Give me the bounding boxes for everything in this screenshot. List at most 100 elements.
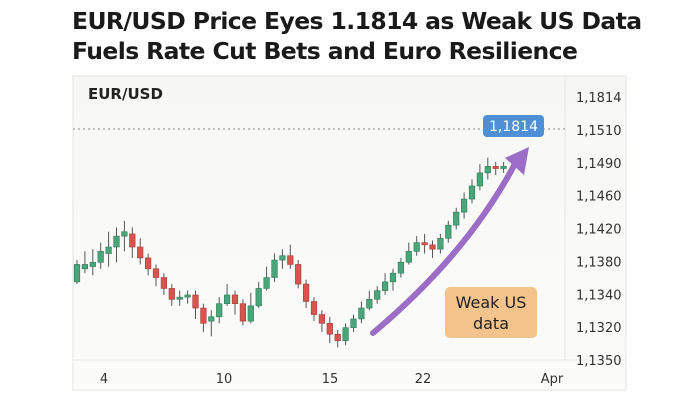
candle-body bbox=[302, 283, 310, 302]
candle bbox=[208, 310, 215, 337]
candle bbox=[247, 292, 254, 324]
candle-body bbox=[247, 305, 254, 322]
candle-body bbox=[129, 233, 136, 248]
candle bbox=[192, 290, 199, 319]
price-tag: 1,1814 bbox=[483, 115, 544, 137]
candle bbox=[97, 242, 104, 269]
candle bbox=[224, 284, 231, 306]
candle bbox=[302, 279, 310, 309]
candle-body bbox=[192, 294, 199, 309]
trend-arrow-shaft bbox=[370, 159, 519, 336]
candle-body bbox=[358, 307, 365, 320]
candle bbox=[460, 192, 468, 219]
candle bbox=[437, 233, 444, 254]
candle-body bbox=[224, 294, 231, 304]
candle-body bbox=[389, 272, 397, 283]
candle bbox=[121, 220, 128, 252]
candle-body bbox=[176, 296, 183, 300]
candle-body bbox=[397, 261, 405, 274]
x-tick-label: 22 bbox=[415, 372, 432, 387]
candle-body bbox=[105, 246, 112, 254]
candle-body bbox=[381, 281, 389, 291]
candle bbox=[239, 299, 247, 326]
candle bbox=[279, 249, 286, 269]
candle-body bbox=[200, 307, 207, 324]
candle-body bbox=[89, 261, 96, 267]
x-tick-label: 4 bbox=[100, 372, 108, 387]
candle bbox=[73, 260, 81, 285]
candle-body bbox=[73, 264, 81, 283]
candle-body bbox=[184, 294, 191, 298]
y-tick-label: 1,1510 bbox=[576, 124, 622, 139]
candle-body bbox=[255, 288, 262, 307]
candle-body bbox=[429, 244, 436, 250]
candle-body bbox=[216, 303, 223, 318]
candle-body bbox=[137, 246, 144, 259]
y-tick-label: 1,1814 bbox=[576, 91, 622, 106]
candle bbox=[492, 161, 499, 176]
candle bbox=[287, 244, 294, 269]
candle-body bbox=[374, 290, 381, 300]
candle bbox=[295, 260, 302, 289]
candle-body bbox=[326, 322, 333, 335]
candle-body bbox=[366, 299, 373, 309]
trend-arrow-head bbox=[505, 147, 529, 175]
candle bbox=[81, 251, 88, 274]
y-tick-label: 1,1420 bbox=[576, 223, 622, 238]
candle bbox=[334, 329, 341, 348]
candle bbox=[168, 284, 175, 306]
y-tick-label: 1,1320 bbox=[576, 321, 622, 336]
candle-body bbox=[476, 172, 484, 187]
candle bbox=[216, 297, 223, 324]
candle bbox=[152, 264, 160, 287]
candle bbox=[476, 164, 484, 191]
candle bbox=[326, 316, 333, 343]
annotation-line-2: data bbox=[473, 314, 509, 333]
candle bbox=[160, 273, 168, 295]
candle-body bbox=[484, 166, 491, 174]
candle-body bbox=[287, 255, 294, 265]
candle-body bbox=[168, 288, 175, 300]
y-tick-label: 1,1490 bbox=[576, 157, 622, 172]
candle-body bbox=[310, 301, 318, 315]
headline: EUR/USD Price Eyes 1.1814 as Weak US Dat… bbox=[72, 6, 682, 66]
candle-body bbox=[160, 277, 168, 289]
candle-body bbox=[413, 242, 420, 252]
headline-line-1: EUR/USD Price Eyes 1.1814 as Weak US Dat… bbox=[72, 7, 642, 35]
headline-line-2: Fuels Rate Cut Bets and Euro Resilience bbox=[72, 37, 578, 65]
candle bbox=[500, 161, 507, 173]
candle-body bbox=[492, 166, 499, 169]
candle-body bbox=[208, 316, 215, 322]
candle bbox=[366, 290, 373, 311]
y-tick-label: 1,1340 bbox=[576, 288, 622, 303]
candle bbox=[453, 207, 460, 230]
candle-body bbox=[500, 166, 507, 169]
candle bbox=[318, 310, 326, 333]
candle bbox=[231, 290, 239, 315]
annotation-line-1: Weak US bbox=[456, 293, 527, 312]
candle bbox=[342, 323, 349, 346]
candle bbox=[200, 303, 207, 333]
candle bbox=[405, 242, 412, 265]
annotation-background bbox=[445, 287, 537, 338]
candle-body bbox=[445, 224, 452, 239]
candle-body bbox=[271, 259, 278, 278]
candle bbox=[381, 273, 389, 295]
candle-body bbox=[405, 251, 412, 263]
candle bbox=[263, 266, 270, 291]
price-tag-background bbox=[483, 115, 544, 137]
x-tick-label: Apr bbox=[541, 372, 564, 387]
x-tick-label: 10 bbox=[216, 372, 233, 387]
candle-body bbox=[279, 255, 286, 261]
candle bbox=[358, 301, 365, 324]
candle bbox=[271, 253, 278, 282]
y-axis-tick-labels: 1,1814 1,1510 1,1490 1,1460 1,1420 1,1380 1,13… bbox=[576, 91, 622, 369]
candle bbox=[389, 268, 397, 291]
candle bbox=[350, 314, 357, 333]
candle bbox=[445, 220, 452, 243]
candle bbox=[137, 238, 144, 265]
candle bbox=[89, 249, 96, 276]
candle-body bbox=[453, 211, 460, 226]
candle bbox=[397, 257, 405, 278]
